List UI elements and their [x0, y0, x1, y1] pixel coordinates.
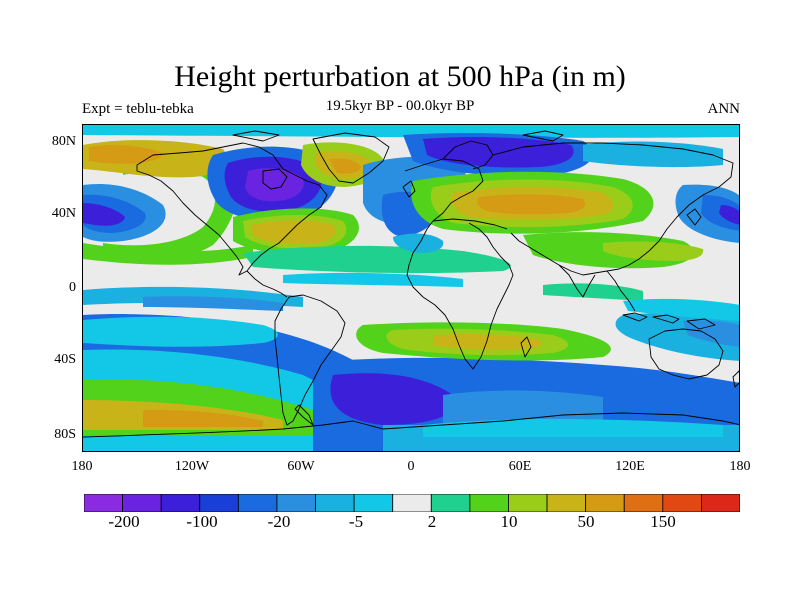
colorbar-swatch [469, 494, 509, 512]
season-label: ANN [707, 101, 741, 117]
lon-tick-180e: 180 [729, 459, 751, 474]
colorbar-label: -5 [348, 512, 364, 531]
lat-tick-0: 0 [69, 280, 76, 295]
lat-tick-80s: 80S [54, 427, 76, 442]
colorbar-label: 50 [577, 512, 595, 531]
lat-tick-40s: 40S [54, 352, 76, 367]
colorbar-swatch [546, 494, 587, 512]
colorbar-swatch [122, 494, 162, 512]
plot-title: Height perturbation at 500 hPa (in m) [174, 60, 626, 93]
southern-subtropical-ridge [83, 312, 739, 361]
lat-tick-80n: 80N [51, 134, 76, 149]
lon-tick-120e: 120E [615, 459, 645, 474]
lon-tick-0: 0 [407, 459, 415, 474]
lat-tick-40n: 40N [51, 206, 76, 221]
lon-tick-120w: 120W [174, 459, 210, 474]
colorbar-swatch [276, 494, 316, 512]
colorbar-swatch [430, 494, 471, 512]
colorbar-swatch [701, 494, 740, 512]
colorbar-label: -20 [267, 512, 291, 531]
southern-ocean-band [83, 314, 739, 451]
time-range-label: 19.5kyr BP - 00.0kyr BP [325, 98, 475, 114]
northern-hemisphere-pattern [83, 125, 739, 287]
colorbar-swatch [508, 494, 548, 512]
colorbar-swatch [585, 494, 625, 512]
equatorial-patches [83, 283, 739, 321]
lon-tick-60w: 60W [287, 459, 315, 474]
colorbar-swatch [237, 494, 278, 512]
coastlines [83, 130, 739, 438]
height-perturbation-map [83, 125, 739, 451]
colorbar-swatch [315, 494, 355, 512]
colorbar-label: -200 [108, 512, 140, 531]
colorbar-swatch [662, 494, 702, 512]
colorbar-swatch [392, 494, 432, 512]
colorbar-label: -100 [186, 512, 218, 531]
colorbar-swatch [199, 494, 239, 512]
colorbar [84, 494, 740, 512]
experiment-label: Expt = teblu-tebka [82, 101, 194, 117]
colorbar-label: 150 [650, 512, 676, 531]
colorbar-label: 10 [500, 512, 518, 531]
colorbar-swatch [623, 494, 664, 512]
colorbar-swatch [84, 494, 123, 512]
lon-tick-180w: 180 [71, 459, 93, 474]
colorbar-swatches [84, 494, 740, 512]
colorbar-swatch [353, 494, 394, 512]
map-panel [82, 124, 740, 452]
lon-tick-60e: 60E [508, 459, 532, 474]
colorbar-label: 2 [427, 512, 437, 531]
colorbar-swatch [160, 494, 201, 512]
